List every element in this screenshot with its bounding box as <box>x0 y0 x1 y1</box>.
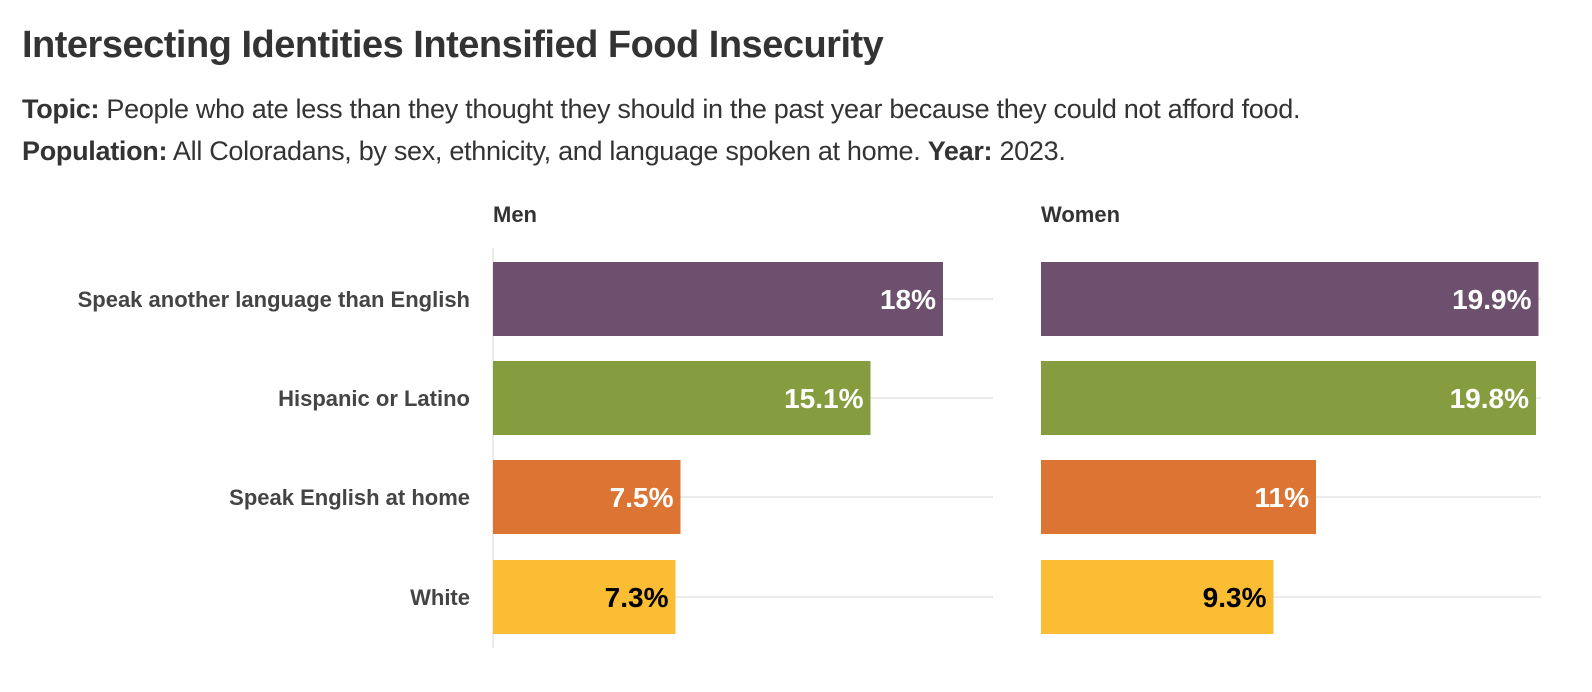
bar-value-label: 19.9% <box>1452 284 1531 315</box>
chart-subtitle: Topic: People who ate less than they tho… <box>22 88 1582 172</box>
panel-title: Men <box>493 202 537 227</box>
bar <box>1041 361 1536 435</box>
topic-label: Topic: <box>22 94 100 124</box>
bar-value-label: 18% <box>880 284 936 315</box>
bar <box>493 262 943 336</box>
bar-value-label: 11% <box>1255 482 1310 513</box>
bar <box>1041 460 1316 534</box>
category-label: White <box>410 585 470 610</box>
bar-value-label: 9.3% <box>1203 582 1267 613</box>
year-text: 2023. <box>999 136 1066 166</box>
population-text: All Coloradans, by sex, ethnicity, and l… <box>172 136 921 166</box>
category-label: Speak another language than English <box>78 287 470 312</box>
year-label: Year: <box>927 136 993 166</box>
chart-title: Intersecting Identities Intensified Food… <box>22 24 884 66</box>
category-label: Speak English at home <box>229 485 470 510</box>
bar-value-label: 7.3% <box>605 582 669 613</box>
bar <box>1041 262 1539 336</box>
bar-value-label: 7.5% <box>610 482 674 513</box>
bar-value-label: 19.8% <box>1450 383 1529 414</box>
bar <box>493 361 871 435</box>
bar <box>493 460 681 534</box>
topic-text: People who ate less than they thought th… <box>106 94 1301 124</box>
category-label: Hispanic or Latino <box>278 386 470 411</box>
bar <box>1041 560 1274 634</box>
bar-value-label: 15.1% <box>784 383 863 414</box>
panel-title: Women <box>1041 202 1120 227</box>
population-label: Population: <box>22 136 168 166</box>
bar <box>493 560 676 634</box>
